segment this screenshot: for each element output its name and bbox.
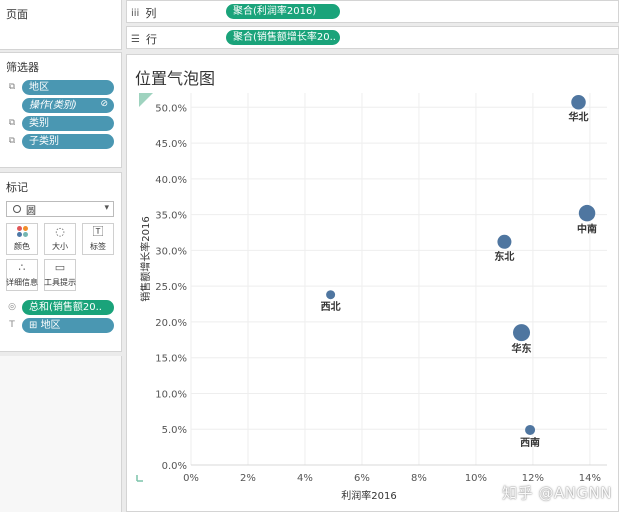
y-tick-label: 15.0% <box>155 354 187 365</box>
y-tick-label: 5.0% <box>162 425 187 436</box>
filter-row-region[interactable]: ⧉ 地区 <box>6 79 114 95</box>
rows-shelf-label: ☰ 行 <box>131 31 157 47</box>
x-tick-label: 4% <box>297 473 313 484</box>
bubble-chart: 0.0% 5.0% 10.0% 15.0% 20.0% 25.0% 30.0% 35.0% 40… <box>136 93 607 502</box>
x-tick-label: 14% <box>579 473 601 484</box>
bubble-西北 <box>326 290 336 300</box>
filter-pill-set-action-label: 操作(类别) <box>29 99 77 111</box>
x-tick-label: 6% <box>354 473 370 484</box>
marks-field-label-row[interactable]: T ⊞ 地区 <box>6 317 114 333</box>
x-tick-label: 8% <box>411 473 427 484</box>
color-button-label: 颜色 <box>14 242 30 251</box>
rows-shelf-text: 行 <box>145 33 157 46</box>
circle-mark-icon <box>13 205 21 213</box>
x-tick-label: 0% <box>183 473 199 484</box>
columns-icon: iii <box>131 7 140 19</box>
marks-field-sales-sum[interactable]: 总和(销售额20.. <box>22 299 114 315</box>
label-button-label: 标签 <box>90 242 106 251</box>
marks-field-size-row[interactable]: ◎ 总和(销售额20.. <box>6 299 114 315</box>
columns-pill-profit[interactable]: 聚合(利润率2016) <box>226 4 340 19</box>
detail-button[interactable]: ∴ 详细信息 <box>6 259 38 291</box>
filter-pill-subcategory[interactable]: 子类别 <box>22 133 114 149</box>
rows-icon: ☰ <box>131 33 140 45</box>
chevron-down-icon: ▾ <box>104 203 109 213</box>
tooltip-button-label: 工具提示 <box>44 278 76 287</box>
corner-marker <box>136 475 143 482</box>
label-field-icon: T <box>9 320 15 330</box>
set-icon: ⊘ <box>100 99 108 109</box>
bubble-中南 <box>578 204 596 222</box>
size-field-icon: ◎ <box>8 302 16 312</box>
pages-title: 页面 <box>6 8 28 21</box>
y-tick-label: 40.0% <box>155 175 187 186</box>
filter-pill-category[interactable]: 类别 <box>22 115 114 131</box>
view-title: 位置气泡图 <box>135 69 216 88</box>
worksheet-view: 位置气泡图 0.0% 5.0% 10.0% 15.0% 20.0% 25.0% 30.0% 3… <box>126 54 619 512</box>
bubble-label: 中南 <box>577 222 597 235</box>
bubble-label: 东北 <box>494 250 514 263</box>
size-button[interactable]: ◌ 大小 <box>44 223 76 255</box>
color-dots-icon <box>16 226 28 239</box>
label-button[interactable]: 🅃 标签 <box>82 223 114 255</box>
mark-type-dropdown[interactable]: 圆 ▾ <box>6 201 114 217</box>
x-tick-label: 10% <box>465 473 487 484</box>
detail-icon: ∴ <box>18 261 26 274</box>
left-panel-empty <box>0 356 122 512</box>
tooltip-button[interactable]: ▭ 工具提示 <box>44 259 76 291</box>
rows-pill-sales-growth[interactable]: 聚合(销售额增长率20.. <box>226 30 340 45</box>
y-tick-label: 50.0% <box>155 103 187 114</box>
pages-card: 页面 <box>0 0 122 50</box>
y-axis-title: 销售额增长率2016 <box>139 216 152 301</box>
columns-shelf-text: 列 <box>145 7 157 20</box>
rows-shelf[interactable]: ☰ 行 聚合(销售额增长率20.. <box>126 26 619 49</box>
x-axis-title: 利润率2016 <box>341 489 396 502</box>
x-tick-label: 2% <box>240 473 256 484</box>
bubble-label: 西北 <box>321 300 341 313</box>
columns-shelf-label: iii 列 <box>131 5 156 21</box>
y-tick-label: 25.0% <box>155 282 187 293</box>
marks-title: 标记 <box>6 181 28 194</box>
filter-pill-region[interactable]: 地区 <box>22 79 114 95</box>
marks-field-region[interactable]: ⊞ 地区 <box>22 317 114 333</box>
corner-marker <box>139 93 153 107</box>
label-icon: 🅃 <box>92 225 104 238</box>
y-tick-label: 35.0% <box>155 211 187 222</box>
y-tick-label: 10.0% <box>155 389 187 400</box>
detail-button-label: 详细信息 <box>6 278 38 287</box>
bubble-西南 <box>525 424 536 435</box>
y-tick-label: 20.0% <box>155 318 187 329</box>
filter-row-set-action[interactable]: 操作(类别) ⊘ <box>22 97 114 113</box>
filter-icon: ⧉ <box>8 82 16 92</box>
marks-card: 标记 圆 ▾ 颜色 ◌ 大小 🅃 标签 ∴ 详细信息 ▭ 工具提示 <box>0 172 122 352</box>
filter-row-subcategory[interactable]: ⧉ 子类别 <box>6 133 114 149</box>
bubble-label: 西南 <box>520 436 540 449</box>
y-tick-label: 30.0% <box>155 246 187 257</box>
filters-card: 筛选器 ⧉ 地区 操作(类别) ⊘ ⧉ 类别 ⧉ 子类别 <box>0 52 122 168</box>
filter-row-category[interactable]: ⧉ 类别 <box>6 115 114 131</box>
size-icon: ◌ <box>55 225 65 238</box>
filters-title: 筛选器 <box>6 61 39 74</box>
columns-shelf[interactable]: iii 列 聚合(利润率2016) <box>126 0 619 23</box>
color-button[interactable]: 颜色 <box>6 223 38 255</box>
bubble-label: 华北 <box>569 111 589 124</box>
watermark: 知乎 @ANGNN <box>502 484 612 502</box>
plus-box-icon: ⊞ <box>29 319 41 331</box>
marks-field-region-label: 地区 <box>40 319 61 331</box>
bubble-东北 <box>497 234 512 249</box>
y-tick-label: 0.0% <box>162 461 187 472</box>
tooltip-icon: ▭ <box>54 261 66 274</box>
filter-icon: ⧉ <box>8 136 16 146</box>
bubble-华东 <box>513 324 531 342</box>
x-tick-label: 12% <box>522 473 544 484</box>
size-button-label: 大小 <box>52 242 68 251</box>
bubble-label: 华东 <box>512 342 532 355</box>
mark-type-value: 圆 <box>26 205 36 217</box>
bubble-华北 <box>571 95 586 110</box>
filter-pill-set-action[interactable]: 操作(类别) <box>22 97 114 113</box>
y-tick-label: 45.0% <box>155 139 187 150</box>
filter-icon: ⧉ <box>8 118 16 128</box>
